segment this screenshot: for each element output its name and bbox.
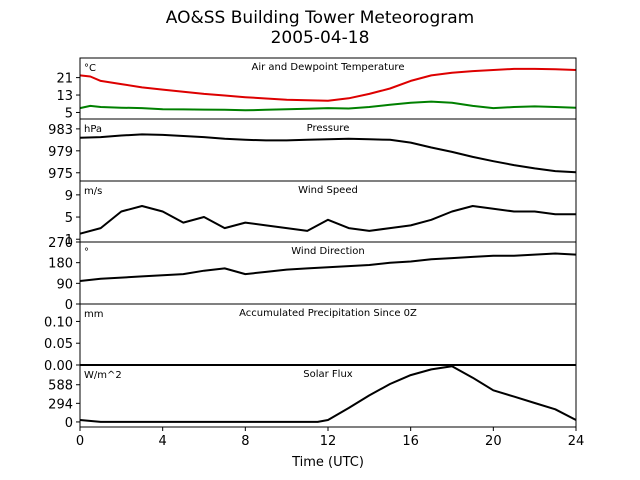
- unit-label: hPa: [84, 124, 102, 135]
- y-tick-label: 5: [65, 106, 73, 121]
- y-tick-label: 0: [65, 416, 73, 431]
- panel-title: Wind Direction: [291, 246, 365, 257]
- y-tick-label: 983: [48, 123, 73, 138]
- y-tick-label: 13: [56, 89, 73, 104]
- chart-subtitle: 2005-04-18: [270, 28, 370, 48]
- y-tick-label: 294: [48, 397, 73, 412]
- panel-1: 5 13 21 °C Air and Dewpoint Temperature: [56, 57, 577, 121]
- x-tick-label: 12: [320, 434, 337, 449]
- panel-title: Air and Dewpoint Temperature: [252, 62, 405, 73]
- series-line-1: [79, 365, 577, 423]
- series-line-2: [79, 100, 577, 112]
- unit-label: °: [84, 247, 89, 258]
- x-tick-label: 0: [76, 434, 84, 449]
- y-tick-label: 21: [56, 72, 73, 87]
- series-line-1: [79, 133, 577, 174]
- y-tick-label: 270: [48, 236, 73, 251]
- series-line-1: [79, 252, 577, 282]
- panel-title: Wind Speed: [298, 185, 358, 196]
- x-axis-label: Time (UTC): [291, 455, 364, 470]
- unit-label: mm: [84, 309, 103, 320]
- y-tick-label: 0: [65, 298, 73, 313]
- panel-6: 0 294 588 W/m^2 Solar Flux: [48, 364, 577, 431]
- x-tick-label: 20: [485, 434, 502, 449]
- series-line-1: [79, 205, 576, 235]
- y-tick-label: 1: [65, 233, 73, 248]
- y-tick-label: 979: [48, 145, 73, 160]
- y-tick-label: 588: [48, 379, 73, 394]
- panel-3: 1 5 9 m/s Wind Speed: [65, 180, 577, 248]
- panel-title: Solar Flux: [303, 369, 353, 380]
- unit-label: m/s: [84, 186, 102, 197]
- panel-title: Pressure: [307, 123, 350, 134]
- unit-label: °C: [84, 63, 96, 74]
- series-line-1: [79, 67, 577, 102]
- y-tick-label: 90: [56, 277, 73, 292]
- y-tick-label: 180: [48, 257, 73, 272]
- panel-4: 0 90 180 270 ° Wind Direction: [48, 236, 577, 313]
- y-tick-label: 975: [48, 167, 73, 182]
- panel-5: 0.00 0.05 0.10 mm Accumulated Precipitation …: [44, 303, 577, 374]
- y-tick-label: 0.00: [44, 359, 73, 374]
- unit-label: W/m^2: [84, 370, 122, 381]
- panel-2: 975 979 983 hPa Pressure: [48, 118, 577, 182]
- y-tick-label: 0.10: [44, 315, 73, 330]
- panel-title: Accumulated Precipitation Since 0Z: [239, 308, 417, 319]
- y-tick-label: 0.05: [44, 337, 73, 352]
- x-tick-label: 4: [159, 434, 167, 449]
- chart-title: AO&SS Building Tower Meteorogram: [165, 8, 475, 28]
- x-tick-label: 16: [402, 434, 419, 449]
- x-tick-label: 24: [568, 434, 585, 449]
- y-tick-label: 5: [65, 211, 73, 226]
- x-tick-label: 8: [241, 434, 249, 449]
- y-tick-label: 9: [65, 189, 73, 204]
